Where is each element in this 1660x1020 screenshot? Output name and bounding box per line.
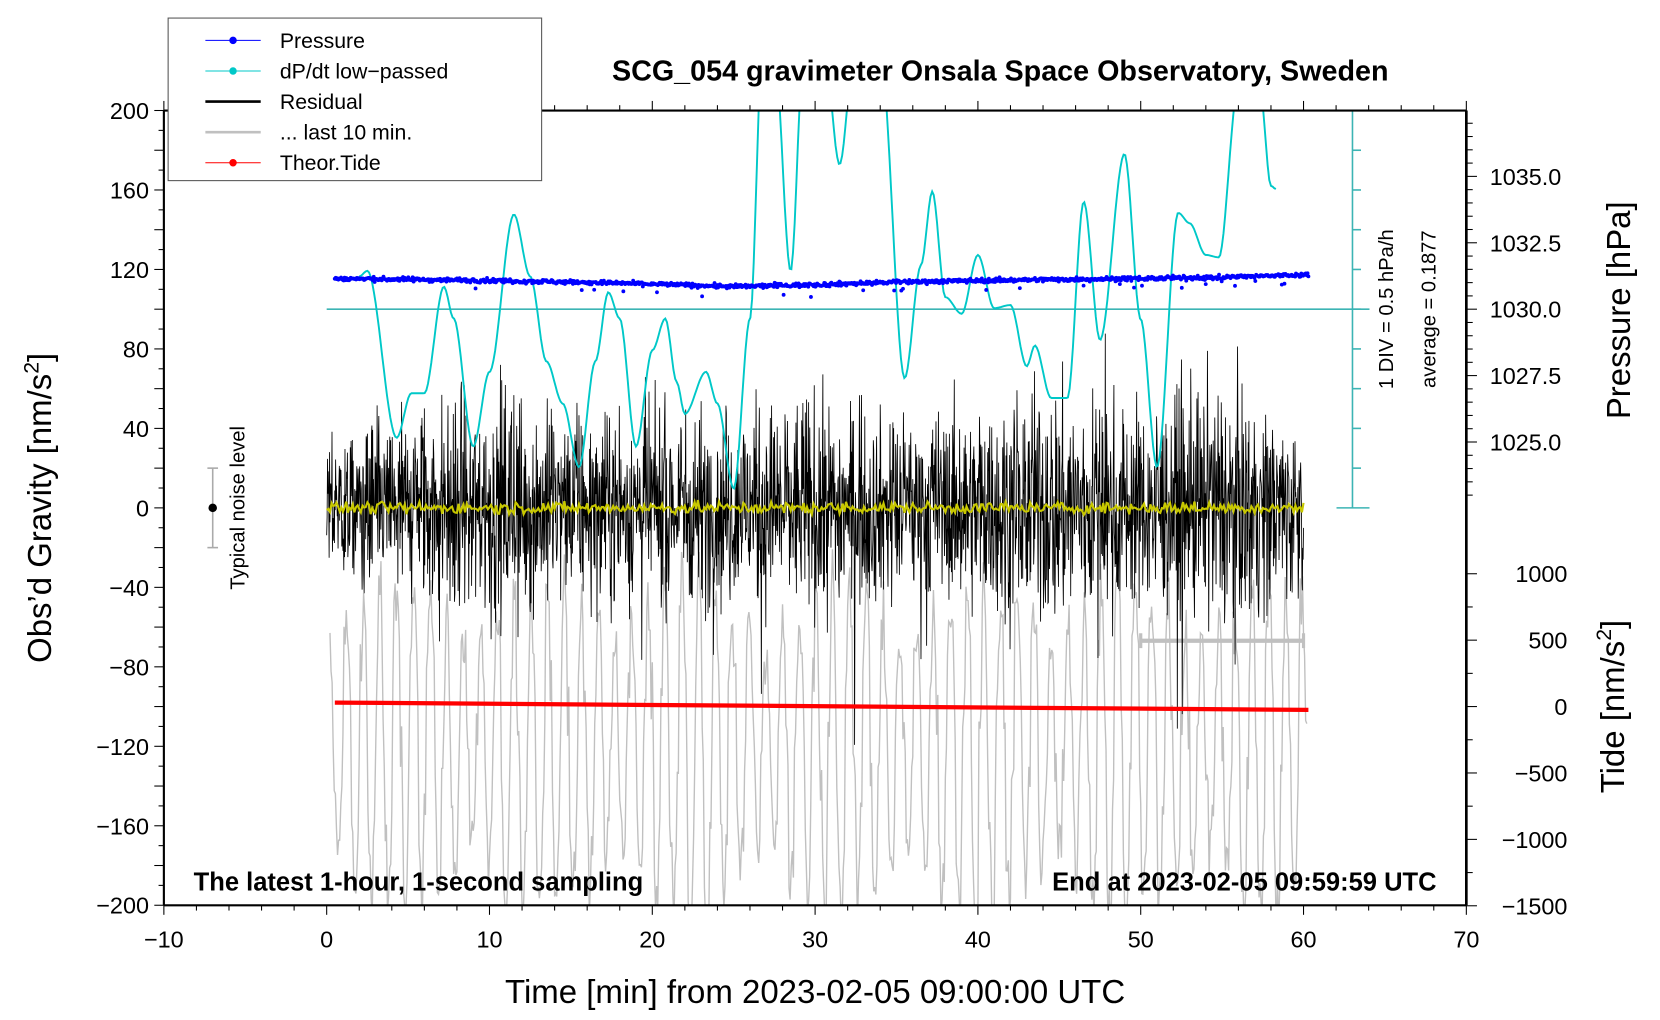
- pressure-point: [1305, 271, 1310, 276]
- y-tick-label: −40: [109, 575, 149, 601]
- pressure-point: [700, 294, 705, 299]
- legend-label: Residual: [280, 90, 363, 114]
- pressure-point: [945, 280, 950, 285]
- x-axis-label: Time [min] from 2023-02-05 09:00:00 UTC: [505, 973, 1125, 1010]
- pressure-point: [1132, 285, 1136, 290]
- legend-label: dP/dt low−passed: [280, 59, 448, 83]
- residual-line: [326, 333, 1304, 745]
- theoretical-tide-line: [334, 700, 1309, 713]
- tide-tick-label: 0: [1554, 694, 1567, 720]
- y-tick-label: −80: [109, 654, 149, 680]
- pressure-point: [781, 292, 786, 297]
- pressure-point: [621, 289, 626, 294]
- pressure-point: [861, 288, 866, 293]
- pressure-point: [827, 284, 832, 289]
- tide-tick-label: 1000: [1515, 561, 1567, 587]
- tide-tick-label: −1500: [1502, 893, 1568, 919]
- end-time-note: End at 2023-02-05 09:59:59 UTC: [1052, 868, 1436, 896]
- pressure-point: [1253, 279, 1258, 283]
- x-tick-label: 50: [1128, 927, 1154, 953]
- plot-marks: [207, 109, 1370, 906]
- x-tick-label: −10: [144, 927, 184, 953]
- pressure-point: [1252, 275, 1257, 280]
- pressure-point: [1282, 281, 1287, 286]
- legend-box: [167, 17, 543, 182]
- pressure-point: [1179, 285, 1184, 290]
- pressure-point: [1140, 283, 1144, 288]
- last-10-min-line: [329, 549, 1308, 906]
- pressure-point: [1306, 274, 1311, 279]
- pressure-point: [592, 287, 597, 292]
- pressure-point: [1081, 283, 1086, 288]
- pressure-point: [372, 280, 377, 284]
- y-tick-label: −120: [96, 734, 149, 760]
- pressure-point: [1233, 283, 1237, 288]
- pressure-point: [806, 284, 811, 289]
- noise-level-note: Typical noise level: [228, 426, 250, 590]
- pressure-point: [1203, 282, 1208, 287]
- x-tick-label: 0: [320, 927, 333, 953]
- tide-tick-label: −500: [1515, 760, 1568, 786]
- pressure-point: [1122, 275, 1127, 279]
- residual-smoothed-line: [326, 497, 1305, 519]
- pressure-tick-label: 1027.5: [1490, 363, 1562, 389]
- x-tick-label: 30: [802, 927, 828, 953]
- legend-marker: [229, 67, 237, 75]
- chart-title: SCG_054 gravimeter Onsala Space Observat…: [612, 56, 1389, 88]
- pressure-point: [923, 278, 928, 283]
- tide-axis-label: Tide [nm/s2]: [1592, 620, 1631, 793]
- y-tick-label: 160: [110, 177, 149, 203]
- pressure-point: [655, 290, 659, 295]
- y-tick-label: −200: [96, 893, 149, 919]
- legend-label: Theor.Tide: [280, 151, 381, 175]
- pressure-tick-label: 1025.0: [1490, 430, 1562, 456]
- average-note: average = 0.1877: [1418, 230, 1440, 388]
- y-tick-label: −160: [96, 813, 149, 839]
- pressure-point: [1017, 286, 1022, 291]
- legend-marker: [229, 36, 237, 45]
- div-scale-note: 1 DIV = 0.5 hPa/h: [1376, 229, 1398, 389]
- pressure-point: [473, 286, 478, 291]
- y-tick-label: 200: [110, 98, 149, 124]
- pressure-point: [901, 286, 905, 291]
- legend-marker: [229, 159, 237, 167]
- x-tick-label: 40: [965, 927, 991, 953]
- pressure-point: [1117, 282, 1122, 287]
- pressure-point: [984, 288, 989, 292]
- pressure-point: [712, 281, 717, 285]
- x-tick-label: 70: [1453, 927, 1479, 953]
- dpdt-line: [358, 110, 1277, 490]
- y-axis-label: Obs’d Gravity [nm/s2]: [19, 353, 58, 663]
- pressure-tick-label: 1035.0: [1490, 164, 1562, 190]
- pressure-point: [1217, 272, 1221, 277]
- legend-label: ... last 10 min.: [280, 121, 412, 145]
- y-tick-label: 120: [110, 257, 149, 283]
- noise-level-dot: [208, 503, 217, 513]
- x-tick-label: 20: [639, 927, 665, 953]
- pressure-tick-label: 1032.5: [1490, 230, 1562, 256]
- y-tick-label: 80: [123, 336, 149, 362]
- tide-tick-label: −1000: [1502, 827, 1568, 853]
- x-tick-label: 60: [1291, 927, 1317, 953]
- legend-label: Pressure: [280, 29, 365, 53]
- pressure-point: [579, 288, 584, 292]
- pressure-point: [809, 295, 813, 299]
- x-tick-label: 10: [476, 927, 502, 953]
- y-tick-label: 40: [123, 416, 149, 442]
- legend: Pressure dP/dt low−passed Residual ... last…: [167, 17, 543, 182]
- pressure-tick-label: 1030.0: [1490, 297, 1562, 323]
- pressure-point: [892, 288, 897, 293]
- tide-tick-label: 500: [1528, 628, 1567, 654]
- pressure-axis-label: Pressure [hPa]: [1600, 201, 1637, 419]
- y-tick-label: 0: [136, 495, 149, 521]
- sampling-note: The latest 1-hour, 1-second sampling: [194, 868, 644, 896]
